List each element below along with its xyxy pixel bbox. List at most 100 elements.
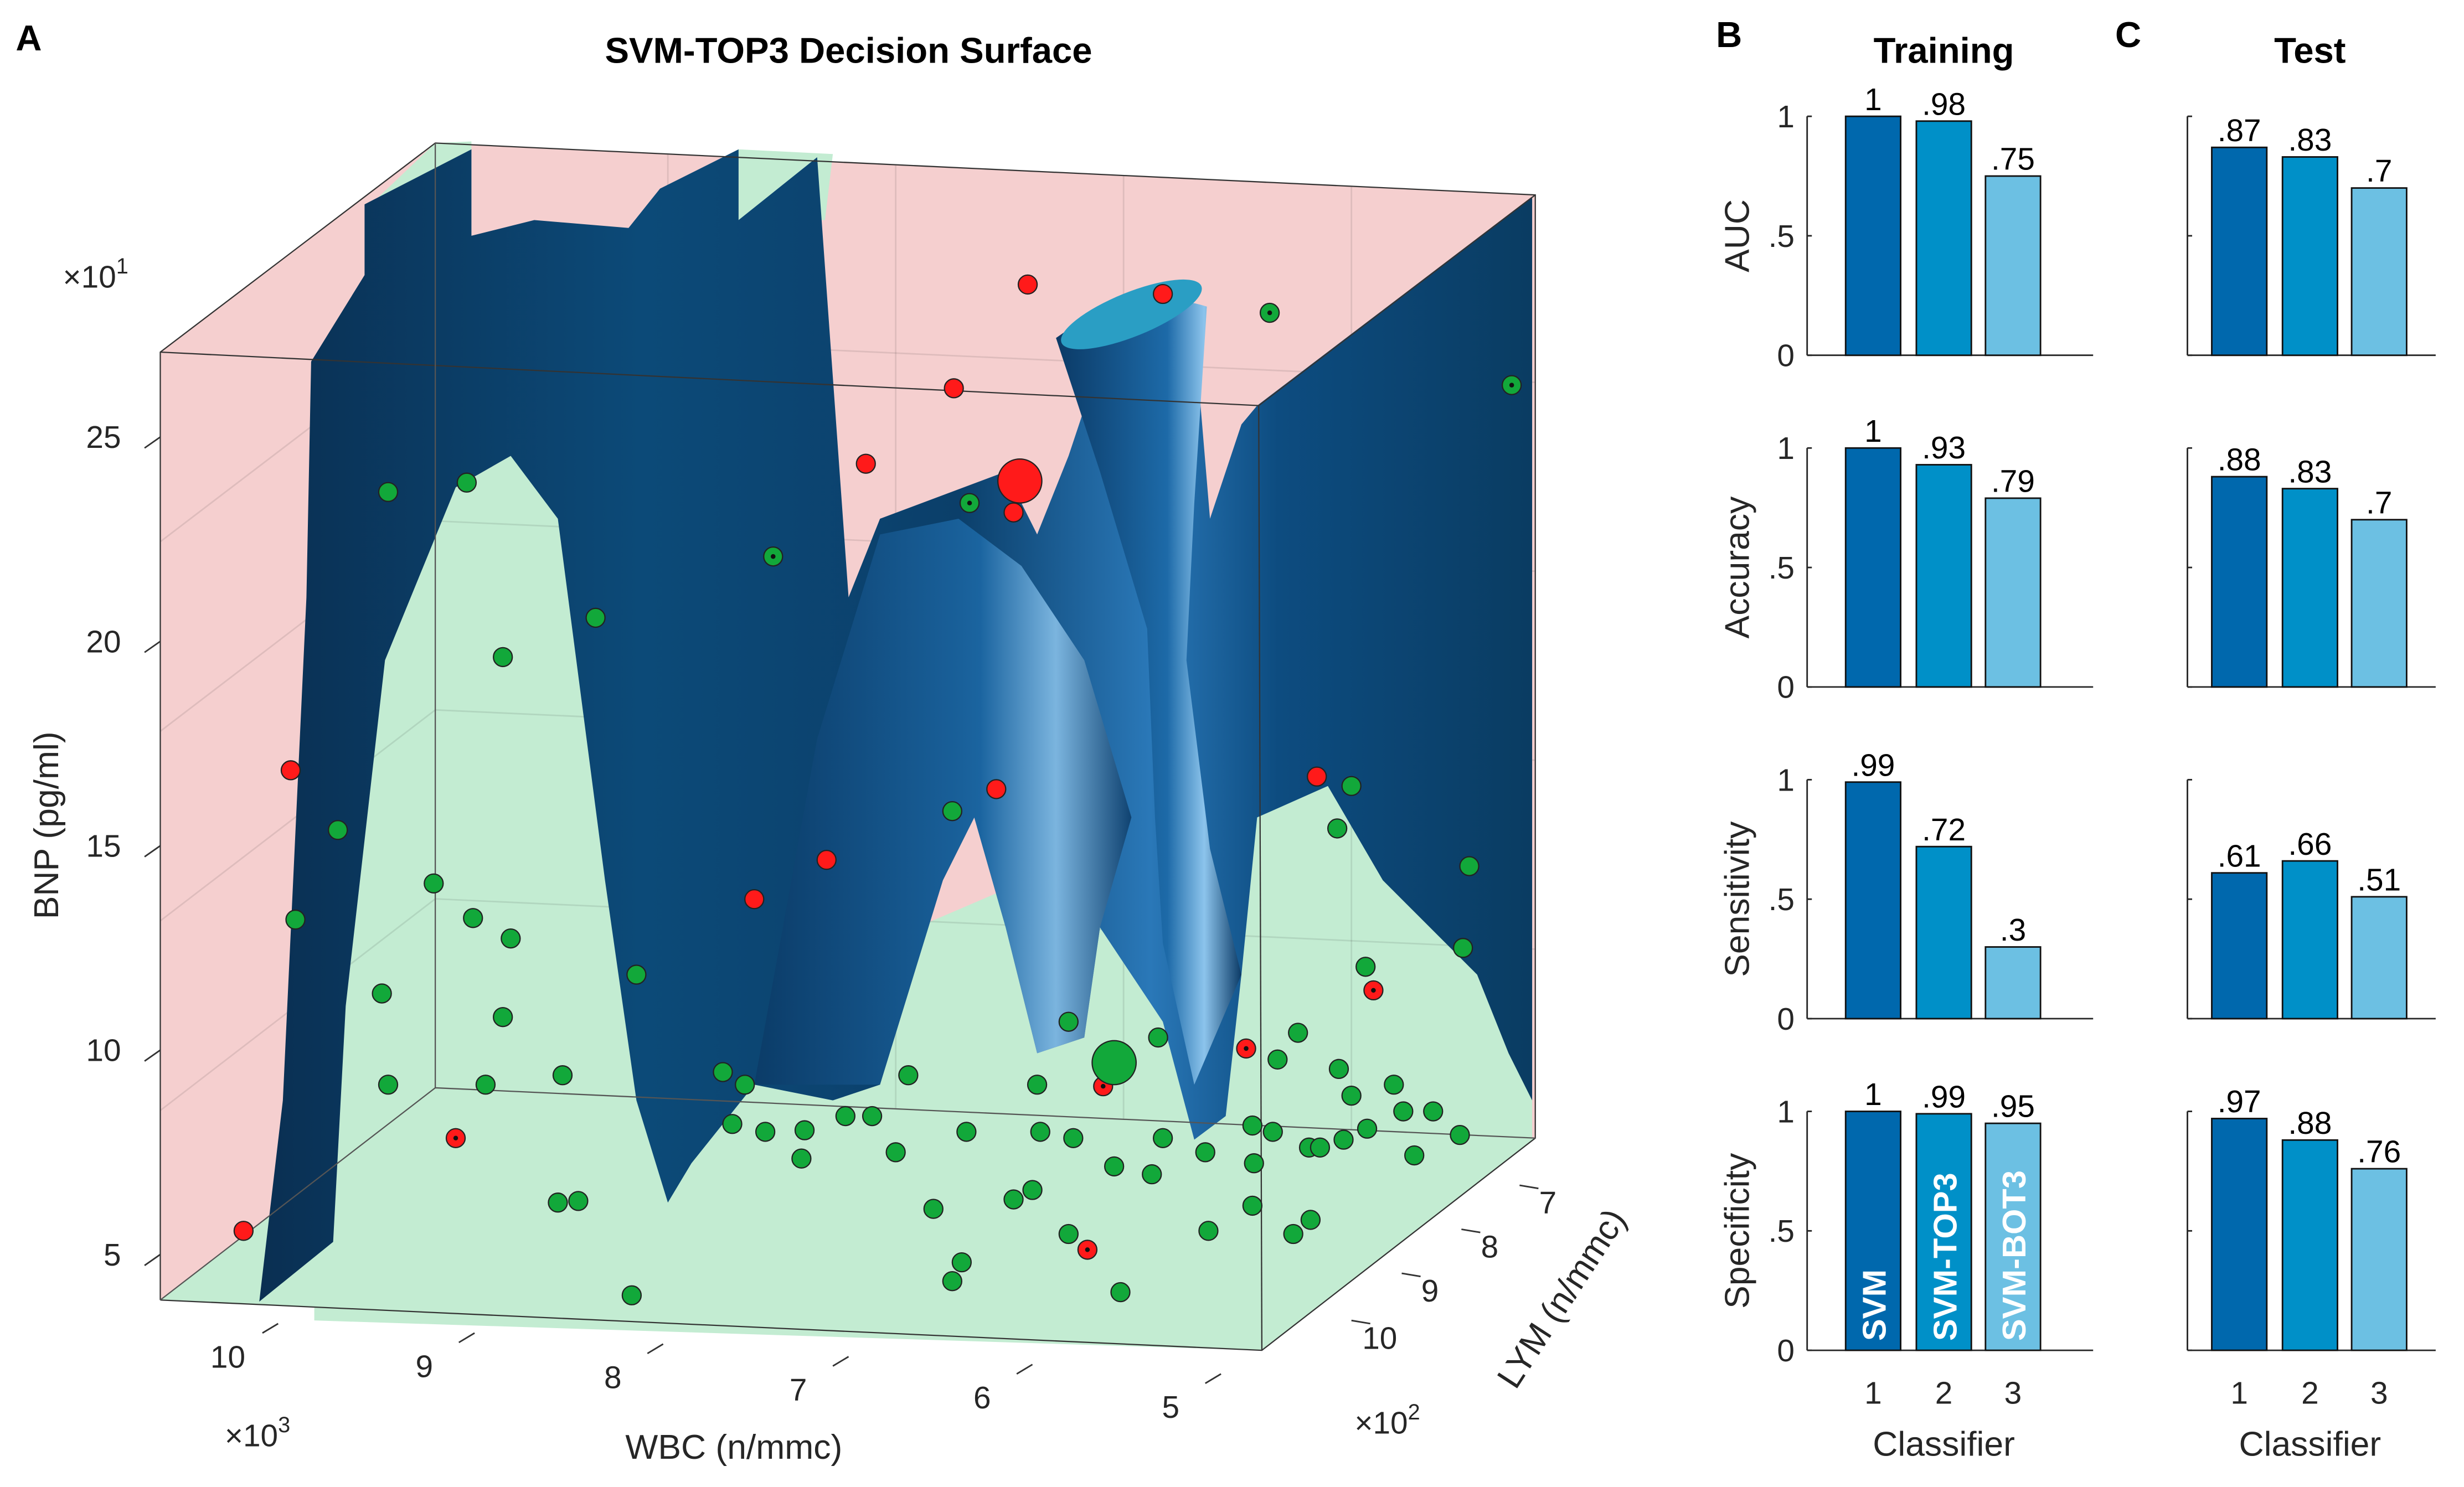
- y-tick-label: 1: [1777, 431, 1795, 466]
- point-class-red: [816, 850, 837, 870]
- panel-letter-a: A: [16, 18, 42, 58]
- point-class-green: [1355, 957, 1376, 977]
- point-class-green: [942, 1271, 962, 1292]
- bar-classifier-3: [1984, 497, 2042, 688]
- metric-label: AUC: [1718, 199, 1757, 272]
- bar-classifier-3: [1984, 175, 2042, 357]
- point-class-green: [285, 909, 306, 930]
- point-class-green: [1459, 856, 1480, 876]
- y-tick-label: .5: [1769, 219, 1795, 254]
- point-class-green: [898, 1065, 919, 1086]
- point-marker-dot: [771, 554, 776, 559]
- y-tick-mark: [1351, 1319, 1370, 1325]
- test-sensitivity-panel: .61 .66 .51: [2187, 778, 2436, 1020]
- point-class-green: [1341, 776, 1362, 796]
- point-class-green: [626, 964, 647, 985]
- point-class-green: [1058, 1223, 1079, 1245]
- bar-classifier-2: [1915, 845, 1972, 1020]
- y-tick-mark: [1519, 1184, 1539, 1190]
- bar-classifier-2: [2281, 1139, 2338, 1351]
- bar-value-label: .66: [2288, 827, 2332, 862]
- z-tick-mark: [144, 436, 161, 449]
- point-class-red: [744, 889, 765, 910]
- point-class-green: [621, 1285, 642, 1305]
- point-class-green: [1030, 1122, 1050, 1142]
- bar-value-label: .83: [2288, 123, 2332, 158]
- point-class-green: [501, 928, 521, 949]
- bar-classifier-1: [2211, 872, 2268, 1020]
- panel-letter-b: B: [1716, 14, 1742, 55]
- point-class-green: [1341, 1085, 1362, 1106]
- y-tick-label: 0: [1777, 1002, 1795, 1037]
- point-class-green: [1328, 1059, 1349, 1080]
- bar-value-label: .93: [1922, 431, 1966, 466]
- point-class-green: [956, 1122, 977, 1142]
- point-class-green: [378, 482, 399, 502]
- bar-classifier-3: [2350, 187, 2408, 357]
- point-class-green: [585, 607, 606, 628]
- bar-name-label: SVM: [1856, 1269, 1893, 1341]
- point-class-green: [328, 820, 348, 840]
- z-multiplier: ×101: [63, 254, 128, 295]
- point-class-green: [1195, 1142, 1215, 1163]
- x-tick-mark: [262, 1323, 279, 1334]
- point-class-red: [233, 1221, 254, 1241]
- point-class-green: [1058, 1011, 1079, 1032]
- bar-value-label: .83: [2288, 455, 2332, 489]
- decision-surface-tube: [1056, 299, 1242, 1085]
- bar-classifier-1: [2211, 476, 2268, 688]
- bar-value-label: .99: [1922, 1080, 1966, 1114]
- point-class-green: [885, 1142, 906, 1163]
- point-class-green: [1453, 938, 1473, 958]
- x-tick-label: 6: [973, 1381, 991, 1416]
- bar-classifier-2: [2281, 860, 2338, 1020]
- bar-classifier-3: [1984, 1122, 2042, 1351]
- point-class-green: [1300, 1210, 1321, 1230]
- bar-value-label: 1: [1864, 82, 1882, 117]
- bar-classifier-3: [2350, 896, 2408, 1020]
- y-tick-label: .5: [1769, 882, 1795, 917]
- point-class-red: [997, 458, 1043, 504]
- point-class-green: [1198, 1221, 1219, 1241]
- point-class-green: [552, 1065, 573, 1086]
- bar-value-label: .76: [2357, 1135, 2401, 1170]
- x-multiplier: ×103: [225, 1413, 290, 1454]
- bar-value-label: .88: [2288, 1106, 2332, 1141]
- point-class-green: [1027, 1075, 1048, 1095]
- point-class-green: [378, 1075, 399, 1095]
- bar-value-label: .99: [1851, 748, 1895, 783]
- classifier-axis-label: Classifier: [2239, 1424, 2381, 1463]
- z-tick-label: 15: [86, 829, 121, 864]
- point-class-red: [1003, 502, 1024, 523]
- z-tick-mark: [144, 641, 161, 653]
- y-multiplier: ×102: [1354, 1400, 1420, 1441]
- y-axis-ticks: 7 8 9 10: [1351, 1184, 1557, 1356]
- point-class-green: [1110, 1282, 1131, 1303]
- y-tick-mark: [1461, 1228, 1481, 1233]
- point-class-green: [568, 1191, 589, 1211]
- z-tick-mark: [144, 1049, 161, 1062]
- bar-charts: 1 .5 0 AUC 1 .98 .75 1 .5 0 Accuracy 1 .93 .79 1 .5 0 Sen…: [1718, 82, 2436, 1463]
- bar-classifier-2: [1915, 464, 1972, 688]
- classifier-tick-label: 3: [2370, 1376, 2388, 1411]
- bar-classifier-3: [2350, 1168, 2408, 1351]
- bar-value-label: .72: [1922, 813, 1966, 848]
- point-class-green: [1242, 1115, 1263, 1136]
- x-tick-label: 7: [790, 1373, 807, 1408]
- x-axis-ticks: 10 9 8 7 6 5: [210, 1323, 1221, 1425]
- point-class-green: [1357, 1118, 1378, 1139]
- x-tick-label: 5: [1162, 1390, 1180, 1425]
- point-class-green: [1327, 818, 1348, 839]
- bar-value-label: .97: [2218, 1085, 2261, 1119]
- point-class-green: [791, 1148, 812, 1169]
- point-marker-dot: [1371, 988, 1376, 993]
- point-marker-dot: [967, 500, 972, 505]
- training-specificity-panel: 1 .5 0 Specificity 1 SVM .99 SVM-TOP3 .95 SVM-BOT…: [1718, 1077, 2094, 1369]
- bar-classifier-1: [1844, 447, 1901, 688]
- y-tick-label: 7: [1539, 1186, 1557, 1221]
- y-tick-label: 0: [1777, 670, 1795, 705]
- training-title: Training: [1874, 30, 2014, 71]
- point-class-green: [755, 1122, 776, 1142]
